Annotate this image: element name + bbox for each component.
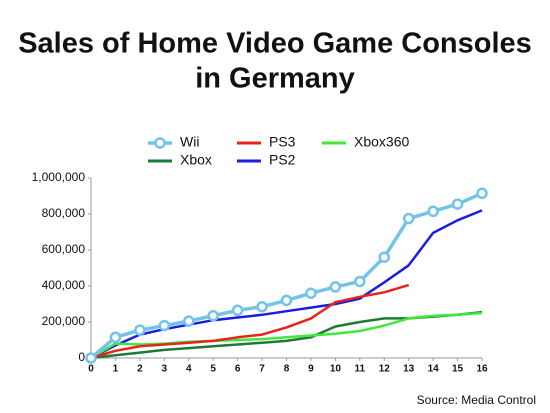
point-marker bbox=[427, 205, 439, 218]
point-marker bbox=[85, 352, 97, 364]
x-tick-label: 14 bbox=[428, 364, 440, 375]
x-tick-label: 4 bbox=[186, 364, 192, 375]
chart-title: Sales of Home Video Game Consoles bbox=[18, 28, 532, 60]
point-marker bbox=[134, 324, 146, 336]
point-marker bbox=[109, 331, 122, 344]
x-tick-label: 0 bbox=[88, 364, 94, 375]
legend-marker bbox=[154, 137, 166, 149]
y-tick-label: 0 bbox=[78, 350, 85, 364]
y-tick-label: 600,000 bbox=[42, 242, 86, 256]
x-tick-label: 1 bbox=[113, 364, 119, 375]
series-line bbox=[90, 209, 483, 360]
y-tick-label: 1,000,000 bbox=[32, 170, 86, 184]
x-tick-label: 7 bbox=[259, 364, 265, 375]
x-tick-label: 3 bbox=[162, 364, 168, 375]
point-marker bbox=[231, 304, 244, 317]
x-tick-label: 5 bbox=[210, 364, 216, 375]
legend-label: PS3 bbox=[269, 134, 296, 150]
legend-label: Xbox bbox=[180, 152, 212, 168]
point-marker bbox=[305, 287, 317, 299]
series-line bbox=[90, 283, 410, 360]
point-marker bbox=[476, 187, 488, 200]
x-tick-label: 9 bbox=[308, 364, 314, 375]
point-marker bbox=[329, 281, 342, 293]
legend-label: Xbox360 bbox=[354, 134, 409, 150]
x-tick-label: 13 bbox=[403, 364, 415, 375]
x-tick-label: 15 bbox=[452, 364, 464, 375]
x-tick-label: 10 bbox=[330, 364, 342, 375]
y-tick-label: 400,000 bbox=[42, 278, 86, 292]
point-marker bbox=[354, 275, 366, 288]
point-marker bbox=[402, 212, 415, 225]
x-tick-label: 16 bbox=[476, 364, 488, 375]
point-marker bbox=[378, 251, 390, 263]
point-marker bbox=[451, 198, 464, 210]
legend-label: Wii bbox=[180, 134, 199, 150]
y-tick-label: 200,000 bbox=[42, 314, 86, 328]
source-note: Source: Media Control bbox=[417, 393, 536, 407]
y-tick-label: 800,000 bbox=[42, 206, 86, 220]
point-marker bbox=[256, 300, 268, 313]
point-marker bbox=[158, 319, 171, 332]
point-marker bbox=[207, 309, 219, 322]
point-marker bbox=[280, 294, 293, 307]
chart-subtitle: in Germany bbox=[195, 63, 355, 95]
point-marker bbox=[183, 315, 195, 327]
x-tick-label: 8 bbox=[284, 364, 290, 375]
series-line bbox=[90, 310, 483, 360]
legend-label: PS2 bbox=[269, 152, 296, 168]
x-tick-label: 2 bbox=[137, 364, 143, 375]
x-tick-label: 6 bbox=[235, 364, 241, 375]
x-tick-label: 12 bbox=[379, 364, 391, 375]
x-tick-label: 11 bbox=[355, 364, 366, 375]
